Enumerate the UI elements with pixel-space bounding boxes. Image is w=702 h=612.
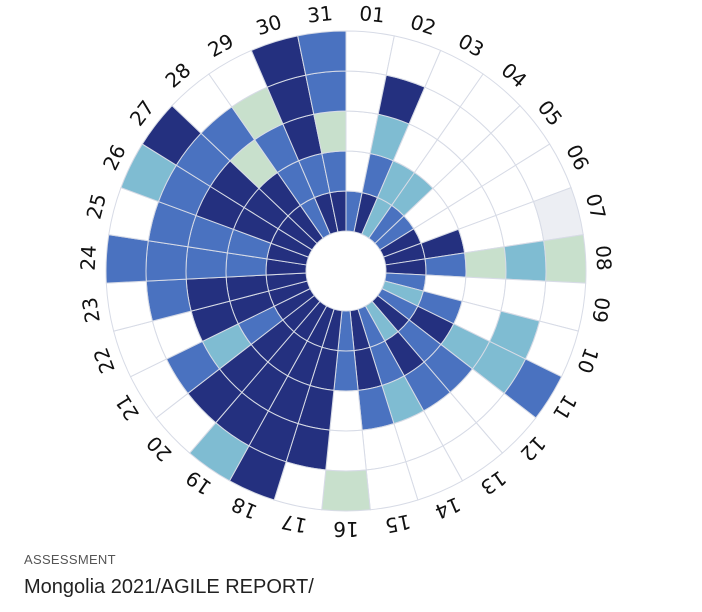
report-title: Mongolia 2021/AGILE REPORT/ <box>24 576 314 598</box>
day-label-17: 17 <box>279 509 309 538</box>
day-label-01: 01 <box>358 1 386 27</box>
day-label-25: 25 <box>81 191 111 222</box>
heatmap-cell-day-31-ring-5 <box>297 30 347 76</box>
day-label-18: 18 <box>228 492 261 524</box>
heatmap-cell-day-08-ring-3 <box>464 246 507 280</box>
day-label-20: 20 <box>142 431 177 466</box>
day-label-22: 22 <box>88 344 119 376</box>
heatmap-cell-day-16-ring-5 <box>321 469 371 512</box>
heatmap-cell-day-16-ring-3 <box>329 389 363 432</box>
day-label-30: 30 <box>253 10 284 41</box>
day-label-03: 03 <box>454 29 488 62</box>
heatmap-cell-day-01-ring-5 <box>345 30 395 76</box>
heatmap-cell-day-24-ring-4 <box>145 240 189 282</box>
day-label-08: 08 <box>591 245 616 272</box>
heatmap-cell-day-08-ring-5 <box>543 234 587 284</box>
heatmap-cells <box>105 30 587 512</box>
day-label-02: 02 <box>408 10 439 41</box>
heatmap-cell-day-08-ring-4 <box>503 240 547 282</box>
day-label-23: 23 <box>77 296 105 325</box>
heatmap-cell-day-24-ring-5 <box>105 234 149 284</box>
day-label-19: 19 <box>181 466 216 500</box>
day-label-12: 12 <box>516 431 551 466</box>
day-label-14: 14 <box>431 492 464 524</box>
day-label-09: 09 <box>587 296 615 325</box>
day-label-31: 31 <box>306 1 334 27</box>
day-label-05: 05 <box>533 96 568 131</box>
day-label-24: 24 <box>76 245 101 272</box>
day-label-07: 07 <box>581 191 611 222</box>
day-label-29: 29 <box>204 29 238 62</box>
day-label-04: 04 <box>497 58 532 93</box>
day-label-21: 21 <box>110 390 144 424</box>
day-label-15: 15 <box>383 509 413 538</box>
day-label-10: 10 <box>572 344 603 376</box>
day-label-26: 26 <box>98 141 131 174</box>
day-label-06: 06 <box>561 141 594 174</box>
day-label-13: 13 <box>476 466 511 500</box>
day-label-11: 11 <box>548 390 582 424</box>
day-label-16: 16 <box>333 517 358 540</box>
day-label-28: 28 <box>160 58 195 93</box>
assessment-eyebrow: ASSESSMENT <box>24 552 116 567</box>
day-label-27: 27 <box>125 96 160 131</box>
heatmap-cell-day-16-ring-4 <box>325 429 367 472</box>
